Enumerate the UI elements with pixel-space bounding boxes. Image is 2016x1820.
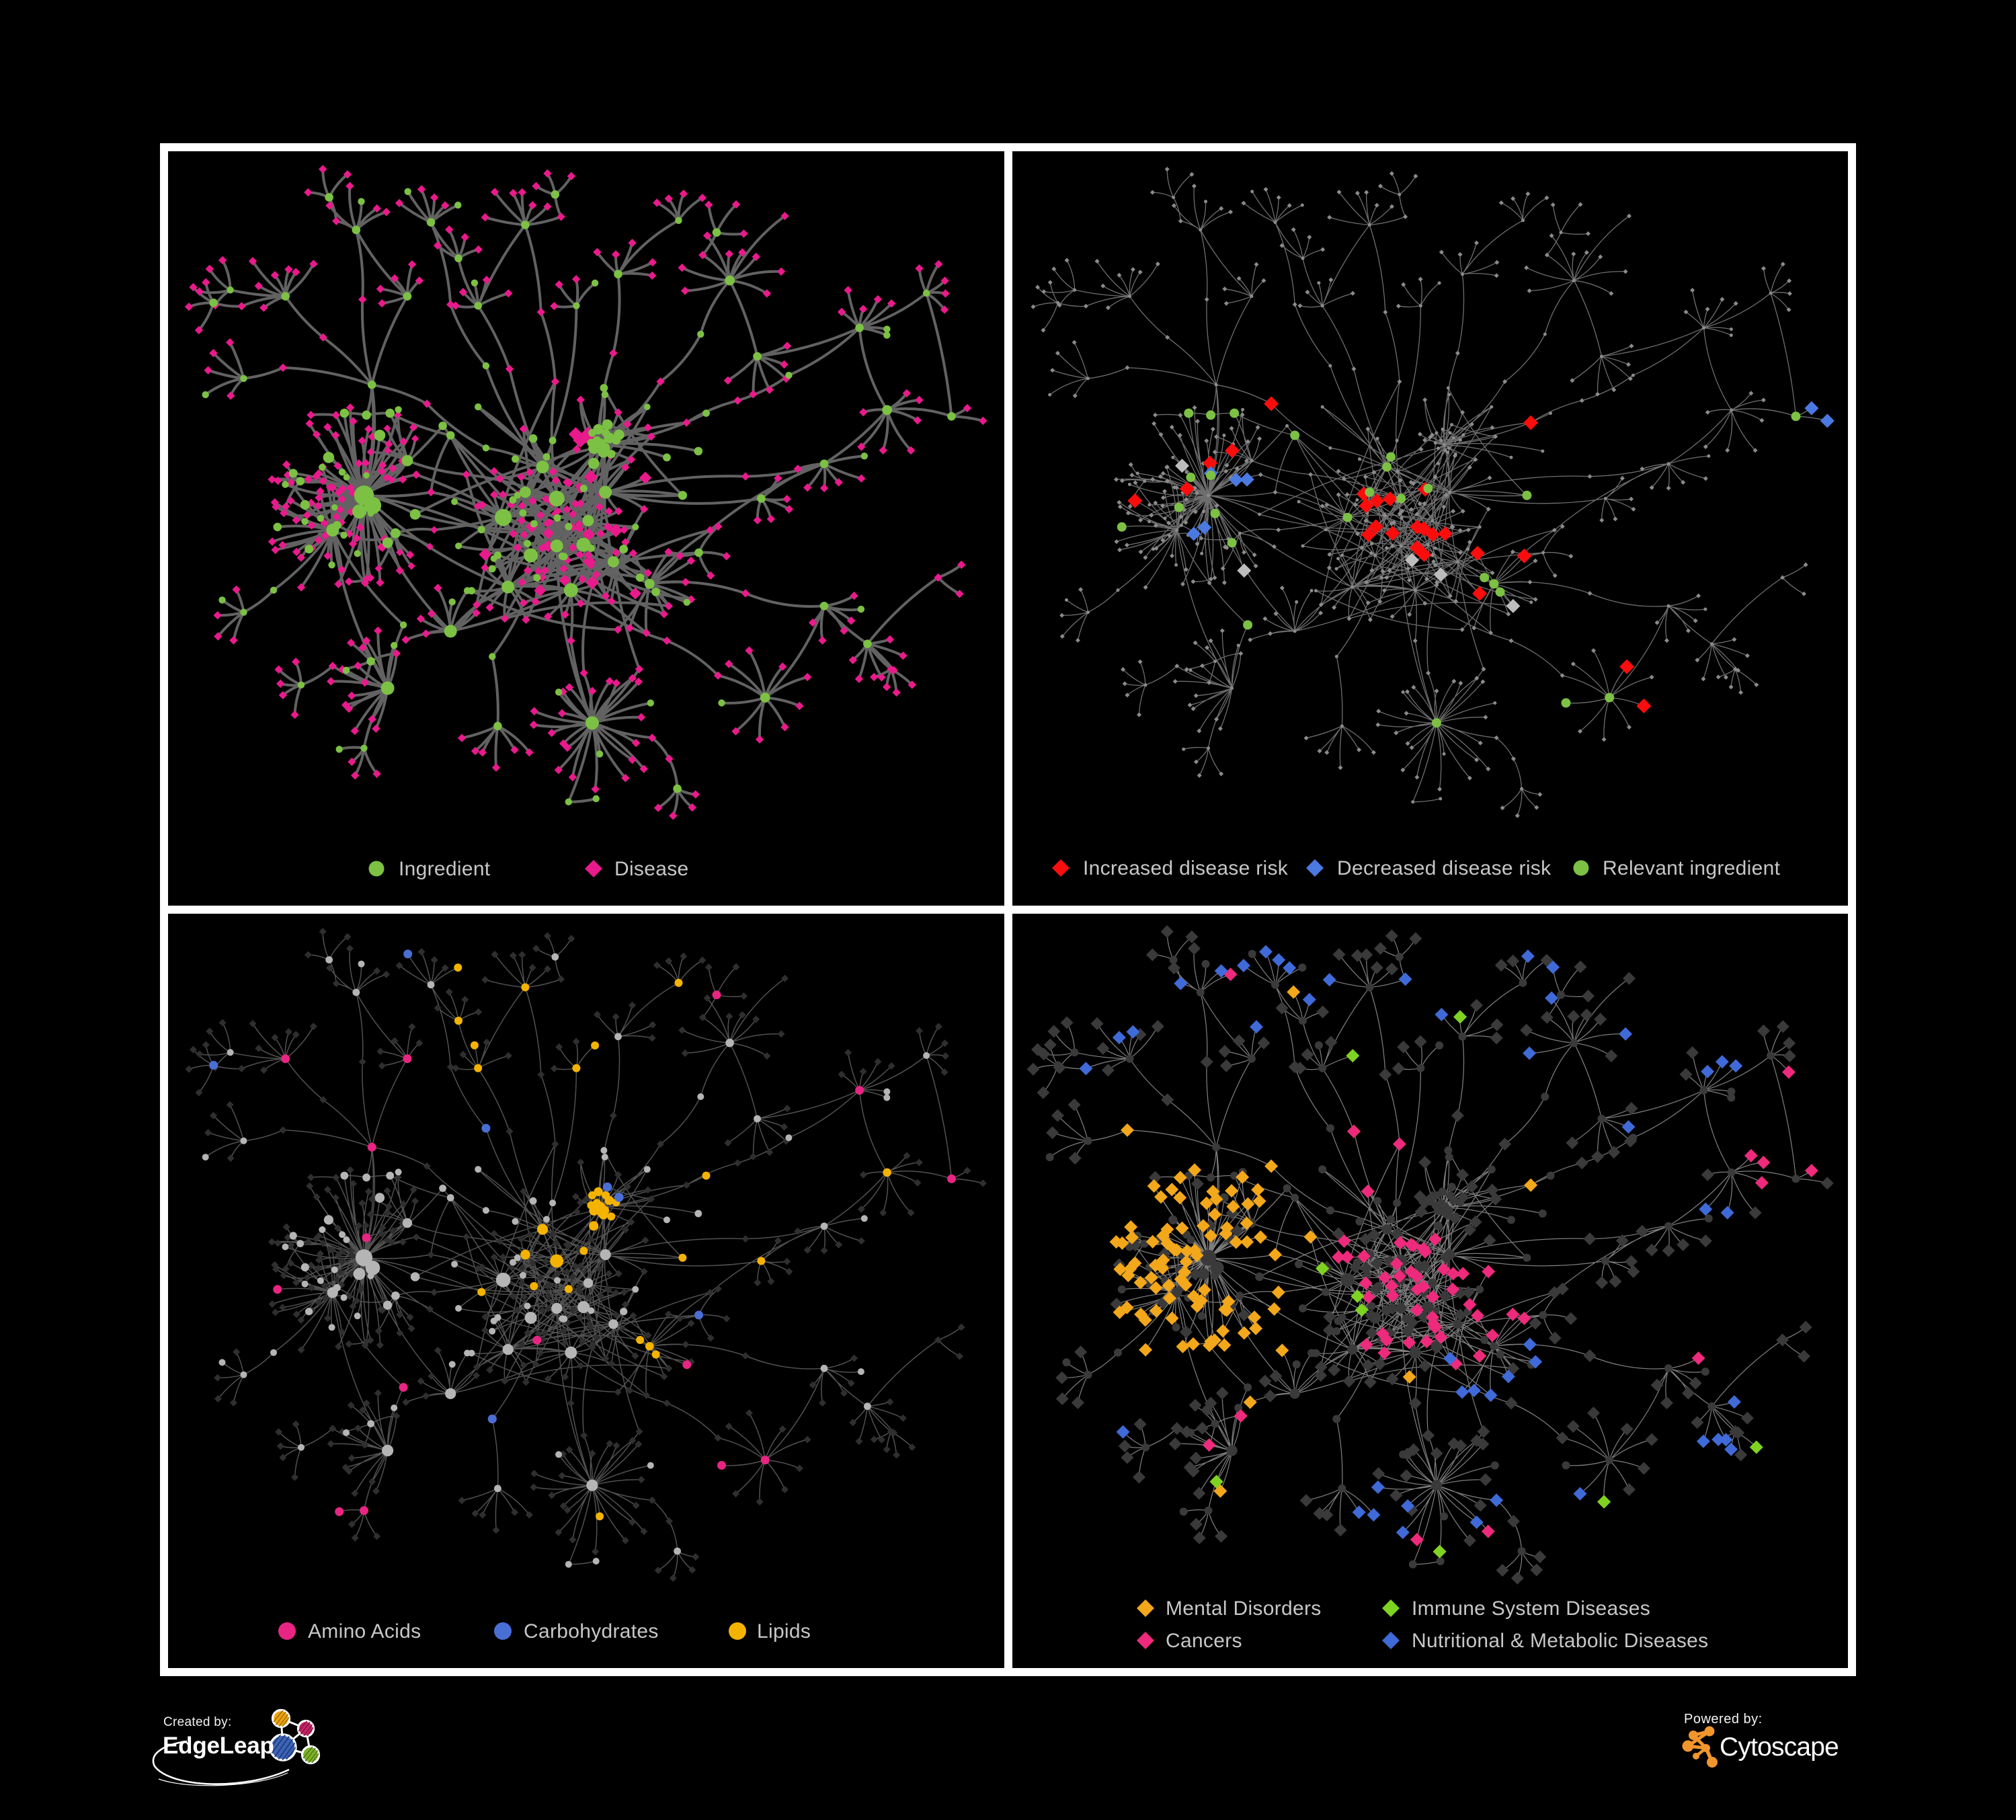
svg-text:Cytoscape: Cytoscape — [1720, 1733, 1839, 1762]
svg-text:Powered by:: Powered by: — [1684, 1712, 1763, 1727]
svg-text:Lipids: Lipids — [757, 1620, 811, 1643]
svg-text:Mental Disorders: Mental Disorders — [1166, 1597, 1322, 1620]
svg-text:Relevant ingredient: Relevant ingredient — [1603, 857, 1781, 879]
svg-text:Immune System Diseases: Immune System Diseases — [1412, 1597, 1650, 1620]
svg-text:Carbohydrates: Carbohydrates — [524, 1620, 659, 1643]
svg-text:Cancers: Cancers — [1166, 1630, 1242, 1652]
svg-text:Created by:: Created by: — [163, 1715, 232, 1729]
svg-text:Ingredient: Ingredient — [399, 858, 491, 880]
svg-text:Increased disease risk: Increased disease risk — [1083, 857, 1289, 879]
svg-text:Amino Acids: Amino Acids — [308, 1620, 421, 1643]
svg-text:Decreased disease risk: Decreased disease risk — [1337, 857, 1551, 879]
svg-text:EdgeLeap: EdgeLeap — [163, 1733, 274, 1759]
svg-text:Nutritional & Metabolic Diseas: Nutritional & Metabolic Diseases — [1412, 1630, 1708, 1652]
svg-text:Disease: Disease — [614, 858, 688, 880]
